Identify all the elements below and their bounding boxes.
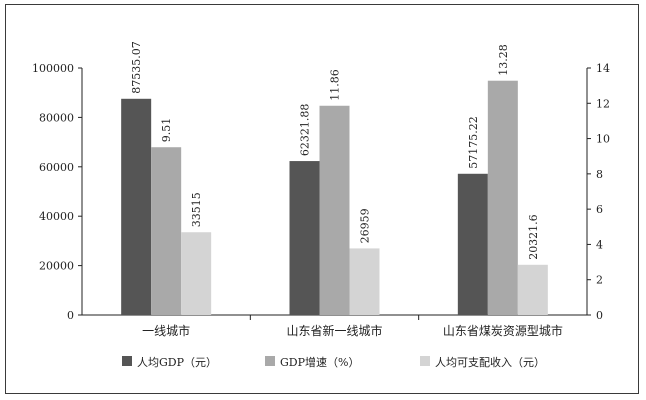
y-left-tick-label: 0 <box>67 309 74 322</box>
data-label: 9.51 <box>160 118 173 143</box>
legend-label: 人均GDP（元） <box>137 356 217 369</box>
y-right-tick-label: 4 <box>596 238 603 251</box>
y-left-tick-label: 80000 <box>39 111 74 124</box>
data-label: 11.86 <box>329 69 342 101</box>
data-label: 33515 <box>190 192 203 227</box>
y-right-tick-label: 14 <box>596 62 610 75</box>
data-label: 20321.6 <box>527 214 540 260</box>
data-label: 62321.88 <box>299 104 312 157</box>
data-label: 57175.22 <box>467 116 480 169</box>
bar <box>487 80 518 316</box>
legend-swatch <box>265 356 275 366</box>
bar <box>457 173 488 315</box>
data-label: 26959 <box>359 208 372 243</box>
y-right-tick-label: 8 <box>596 168 603 181</box>
bar <box>349 248 380 315</box>
bar <box>151 147 182 315</box>
y-right-tick-label: 0 <box>596 309 603 322</box>
data-label: 87535.07 <box>130 41 143 94</box>
bar <box>289 161 320 315</box>
bar <box>121 98 152 315</box>
legend-swatch <box>122 356 132 366</box>
y-right-tick-label: 10 <box>596 133 610 146</box>
y-right-tick-label: 2 <box>596 274 603 287</box>
bar <box>181 232 212 315</box>
y-left-tick-label: 60000 <box>39 161 74 174</box>
y-left-tick-label: 100000 <box>32 62 74 75</box>
category-label: 一线城市 <box>142 323 190 338</box>
data-label: 13.28 <box>497 44 510 76</box>
y-right-tick-label: 6 <box>596 203 603 216</box>
category-label: 山东省新一线城市 <box>286 323 382 338</box>
bar <box>517 264 548 315</box>
y-left-tick-label: 40000 <box>39 210 74 223</box>
legend-swatch <box>420 356 430 366</box>
legend-label: GDP增速（%） <box>280 355 359 369</box>
legend-label: 人均可支配收入（元） <box>435 355 545 369</box>
category-label: 山东省煤炭资源型城市 <box>443 323 563 338</box>
bar <box>319 105 350 316</box>
y-left-tick-label: 20000 <box>39 260 74 273</box>
y-right-tick-label: 12 <box>596 97 610 110</box>
